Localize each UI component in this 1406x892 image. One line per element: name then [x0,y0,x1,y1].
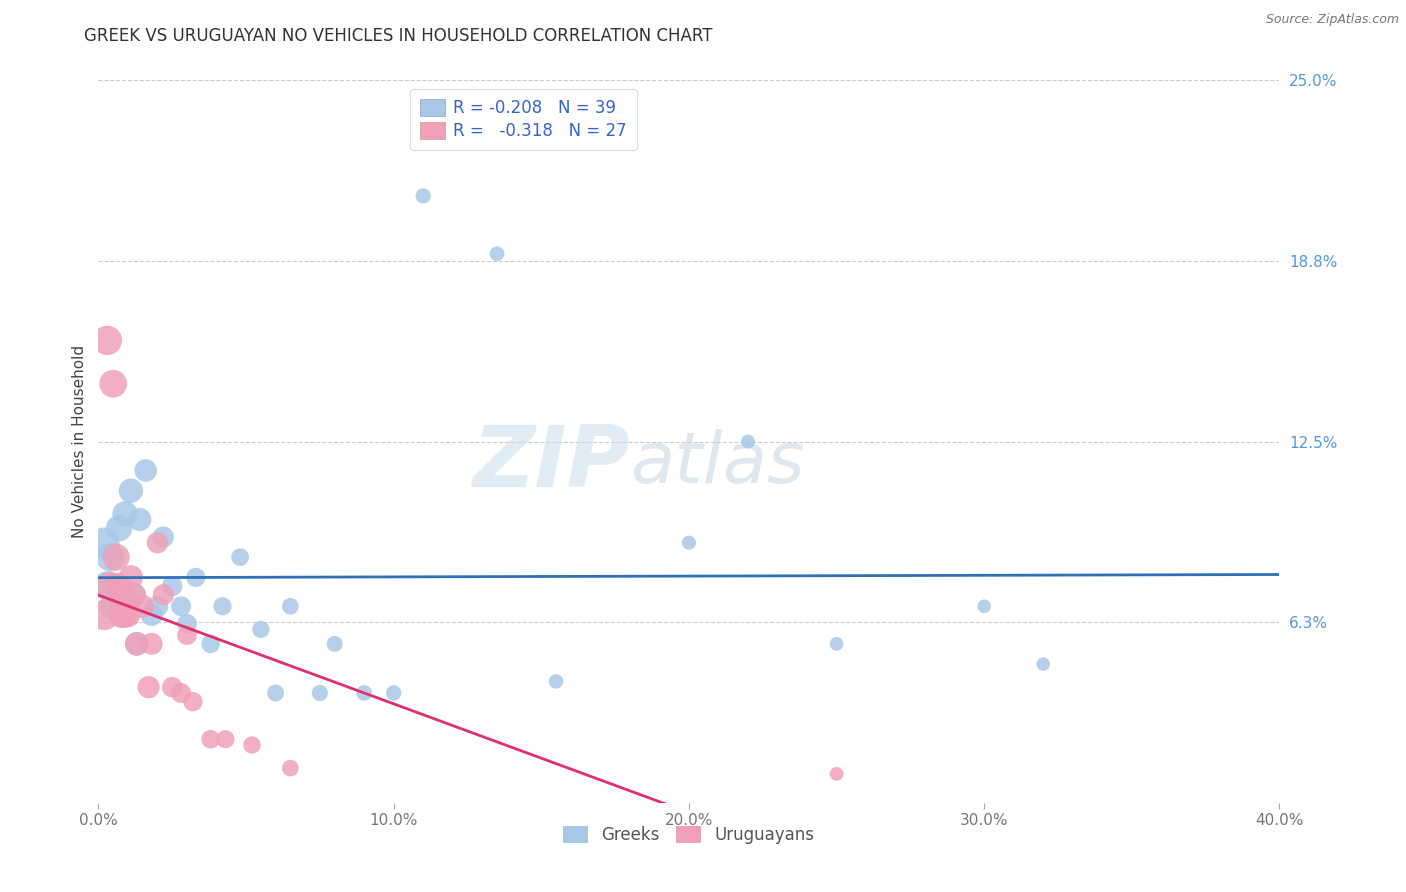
Point [280,599,302,614]
Point [214,732,236,747]
Point [323,637,346,651]
Point [412,189,434,203]
Point [141,637,163,651]
Point [211,599,233,614]
Point [96,579,118,593]
Point [111,593,134,607]
Point [152,530,174,544]
Point [280,761,302,775]
Point [737,434,759,449]
Point [103,599,125,614]
Point [678,535,700,549]
Point [141,607,163,622]
Point [146,599,169,614]
Point [93,535,115,549]
Y-axis label: No Vehicles in Household: No Vehicles in Household [72,345,87,538]
Text: ZIP: ZIP [472,422,630,505]
Point [114,507,136,521]
Point [176,616,198,631]
Point [264,686,287,700]
Point [200,732,222,747]
Point [382,686,405,700]
Point [96,334,118,348]
Point [125,637,148,651]
Point [250,623,273,637]
Point [825,637,848,651]
Point [200,637,222,651]
Point [162,680,183,694]
Point [546,674,568,689]
Point [170,686,193,700]
Point [105,588,128,602]
Point [114,607,136,622]
Point [184,570,207,584]
Point [240,738,263,752]
Point [486,246,509,260]
Point [138,680,160,694]
Point [353,686,375,700]
Point [108,579,131,593]
Point [111,607,134,622]
Point [108,521,131,535]
Point [1032,657,1054,671]
Point [162,579,183,593]
Point [93,607,115,622]
Point [132,599,155,614]
Point [146,535,169,549]
Point [135,463,157,477]
Text: Source: ZipAtlas.com: Source: ZipAtlas.com [1265,13,1399,27]
Point [122,588,145,602]
Point [125,637,148,651]
Point [152,588,174,602]
Point [98,579,121,593]
Point [111,607,134,622]
Point [181,695,204,709]
Point [98,550,121,565]
Point [103,376,125,391]
Point [973,599,995,614]
Point [117,607,139,622]
Point [120,570,142,584]
Point [117,599,139,614]
Point [229,550,252,565]
Point [825,767,848,781]
Point [176,628,198,642]
Point [128,512,150,526]
Text: atlas: atlas [630,429,804,498]
Point [122,588,145,602]
Point [120,483,142,498]
Point [105,550,128,565]
Point [309,686,332,700]
Legend: Greeks, Uruguayans: Greeks, Uruguayans [555,817,823,852]
Point [170,599,193,614]
Text: GREEK VS URUGUAYAN NO VEHICLES IN HOUSEHOLD CORRELATION CHART: GREEK VS URUGUAYAN NO VEHICLES IN HOUSEH… [84,27,713,45]
